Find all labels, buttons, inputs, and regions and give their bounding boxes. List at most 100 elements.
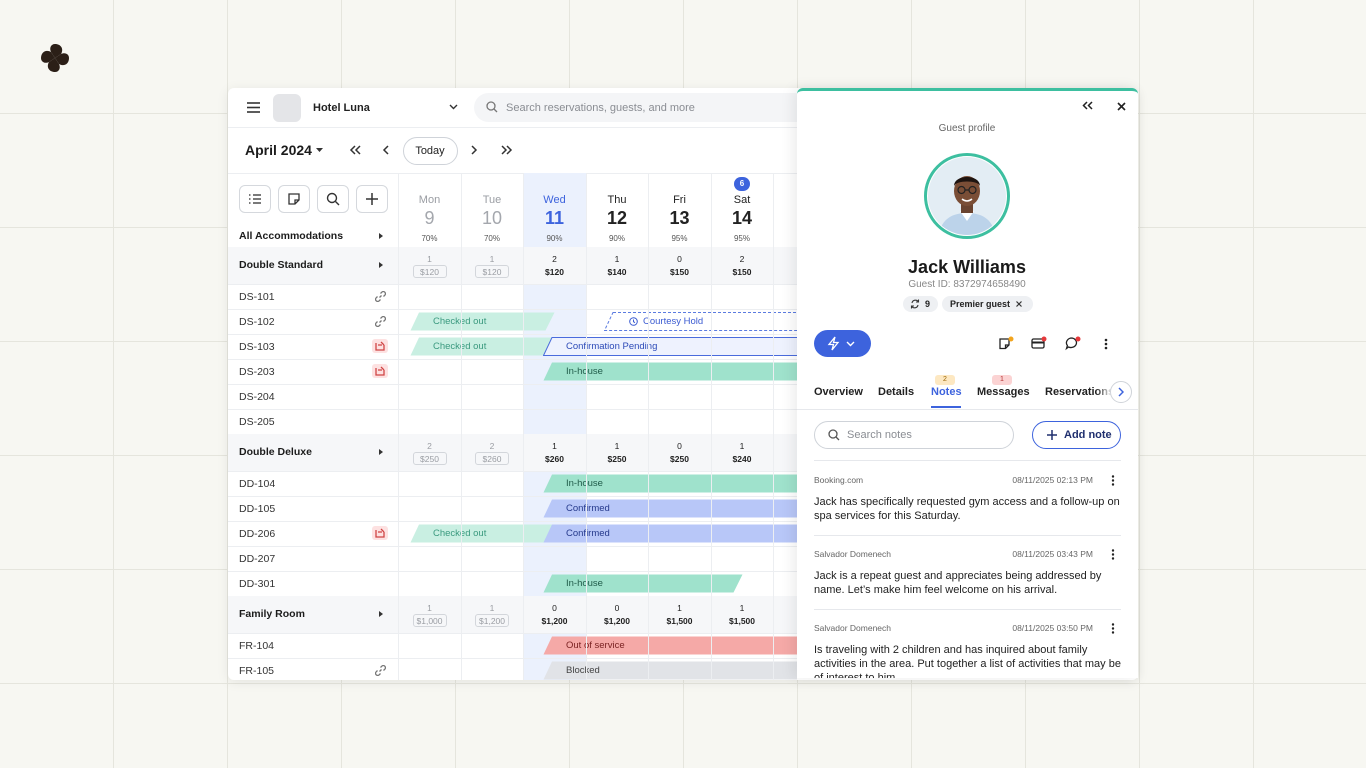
- icon-shape: [449, 104, 458, 110]
- icon-shape: [1104, 338, 1108, 342]
- nav-arrow[interactable]: [382, 145, 395, 155]
- day-date: 13: [669, 208, 690, 228]
- nav-arrow[interactable]: [500, 145, 513, 155]
- tabs-next[interactable]: [1110, 381, 1132, 403]
- room-name: FR-105: [239, 664, 275, 677]
- tab-badge-count: 1: [1000, 376, 1004, 383]
- booking-bar[interactable]: [543, 636, 797, 655]
- icon-shape: [543, 337, 797, 356]
- group-name: Double Standard: [239, 259, 324, 271]
- tab-badge-count: 2: [943, 376, 947, 383]
- price-box: [475, 614, 509, 627]
- icon-shape: [375, 665, 386, 676]
- tab-label[interactable]: Overview: [814, 386, 863, 398]
- add-note-button[interactable]: [1032, 421, 1121, 449]
- booking-bar[interactable]: [410, 312, 555, 331]
- day-name: Wed: [543, 194, 566, 206]
- booking-bar[interactable]: [543, 574, 743, 593]
- divider: [228, 571, 797, 572]
- notes-search[interactable]: [814, 421, 1014, 449]
- icon-shape: [604, 312, 797, 331]
- icon-shape: [543, 362, 797, 381]
- booking-bar[interactable]: [543, 337, 797, 356]
- tool-button[interactable]: [278, 185, 310, 213]
- icon-shape: [1118, 387, 1124, 397]
- booking-bar[interactable]: [543, 474, 797, 493]
- icon-shape: [543, 499, 797, 518]
- icon-shape: [1111, 557, 1115, 560]
- payment-action[interactable]: [1031, 336, 1047, 351]
- all-accommodations: All Accommodations: [239, 230, 344, 242]
- month-dropdown[interactable]: [316, 148, 323, 152]
- icon-shape: [633, 319, 636, 324]
- availability-price: $120: [420, 267, 439, 277]
- booking-label: In-house: [566, 477, 603, 489]
- link-icon: [375, 665, 386, 676]
- icon-shape: [449, 104, 458, 110]
- divider: [228, 284, 797, 285]
- booking-bar[interactable]: [604, 312, 797, 331]
- icon-shape: [506, 145, 513, 155]
- icon-shape: [375, 341, 385, 351]
- booking-bar[interactable]: [543, 524, 797, 543]
- booking-bar[interactable]: [543, 499, 797, 518]
- icon-shape: [379, 449, 383, 455]
- icon-shape: [379, 449, 383, 455]
- close-button[interactable]: [1117, 102, 1126, 111]
- month-label: April 2024: [245, 142, 312, 158]
- booking-bar[interactable]: [410, 524, 555, 543]
- today-button[interactable]: [403, 137, 458, 165]
- tab-badge: [935, 375, 955, 385]
- booking-bar[interactable]: [543, 362, 797, 381]
- nav-arrow[interactable]: [349, 145, 362, 155]
- menu-button[interactable]: [246, 101, 261, 114]
- tab-label[interactable]: Details: [878, 386, 915, 398]
- icon-shape: [249, 194, 261, 204]
- icon-shape: [247, 102, 260, 113]
- tab-label[interactable]: Messages: [977, 386, 1030, 398]
- group-row: [228, 247, 797, 284]
- actions-button[interactable]: [814, 330, 871, 357]
- divider: [523, 173, 524, 680]
- icon-shape: [380, 291, 386, 297]
- nav-arrow[interactable]: [470, 145, 483, 155]
- booking-bar[interactable]: [543, 661, 797, 680]
- hotel-name: Hotel Luna: [313, 102, 370, 114]
- search-box[interactable]: [474, 93, 797, 122]
- icon-shape: [629, 317, 638, 326]
- note-action[interactable]: [998, 336, 1014, 351]
- search-placeholder: Search reservations, guests, and more: [506, 102, 695, 114]
- more-action[interactable]: [1104, 338, 1108, 350]
- lightning-icon: [827, 336, 857, 351]
- tag-remove[interactable]: [1016, 301, 1022, 307]
- tool-button[interactable]: [317, 185, 349, 213]
- expand-arrow[interactable]: [379, 262, 383, 268]
- expand-arrow[interactable]: [379, 449, 383, 455]
- icon-shape: [410, 524, 555, 543]
- hotel-dropdown[interactable]: [449, 104, 458, 110]
- note-menu[interactable]: [1111, 549, 1115, 560]
- expand-arrow[interactable]: [379, 233, 383, 239]
- note-menu[interactable]: [1111, 623, 1115, 634]
- tab-label[interactable]: Notes: [931, 386, 962, 398]
- note-menu[interactable]: [1111, 475, 1115, 486]
- expand-arrow[interactable]: [379, 611, 383, 617]
- notes-search-icon: [828, 429, 840, 441]
- icon-shape: [375, 665, 386, 676]
- icon-shape: [501, 145, 508, 155]
- icon-shape: [960, 211, 974, 221]
- tool-icon: [365, 192, 379, 206]
- message-action[interactable]: [1065, 336, 1081, 351]
- collapse-button[interactable]: [1082, 101, 1093, 110]
- availability-count: 1: [489, 603, 495, 613]
- availability-count: 1: [739, 603, 745, 613]
- icon-shape: [1087, 101, 1093, 110]
- icon-shape: [1111, 549, 1115, 560]
- icon-shape: [501, 145, 513, 155]
- room-name: DD-207: [239, 552, 276, 565]
- price-box: [412, 614, 447, 627]
- housekeeping-icon: [372, 339, 388, 353]
- booking-bar[interactable]: [410, 337, 555, 356]
- availability-count: 1: [427, 254, 432, 264]
- icon-shape: [375, 316, 386, 327]
